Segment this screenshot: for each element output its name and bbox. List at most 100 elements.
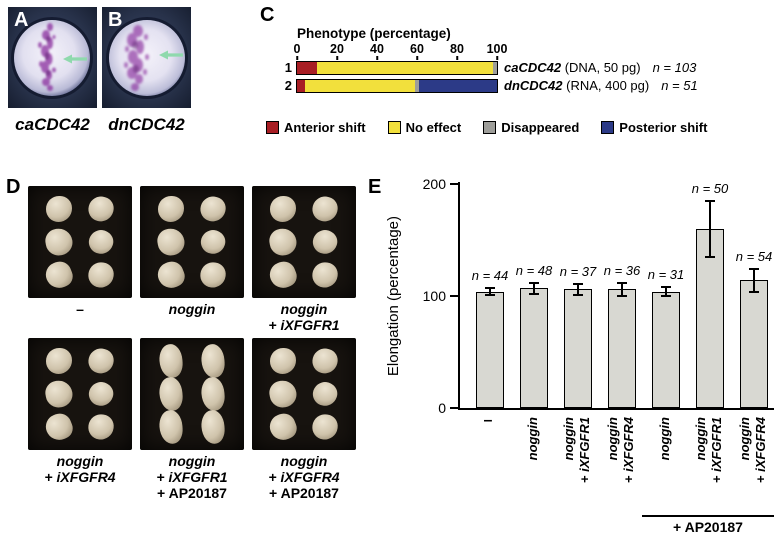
n-label: n = 51 <box>661 78 698 93</box>
explant-blob <box>46 348 72 374</box>
panel-b-letter: B <box>108 9 123 31</box>
embryo-photo-cacdc42: A <box>8 7 97 108</box>
elongation-plot: 0 100 200 n = 44 n = 48 n = 37 n = 36 n = 31 n =… <box>423 176 774 416</box>
y-tick-label: 0 <box>438 400 446 416</box>
error-bar-cap <box>705 199 715 202</box>
panel-a-caption: caCDC42 <box>15 115 90 134</box>
error-bar-cap <box>573 293 583 296</box>
error-bar <box>489 288 491 295</box>
legend-item: Posterior shift <box>601 120 707 135</box>
explant-photo <box>140 338 244 450</box>
embryo-image-cacdc42 <box>8 7 97 108</box>
explant-blob <box>308 377 342 411</box>
explant-blob <box>158 196 184 222</box>
explant-blob <box>200 375 226 413</box>
legend-item: Disappeared <box>483 120 579 135</box>
explant-photo <box>140 186 244 298</box>
group-bracket-label: + AP20187 <box>673 519 743 535</box>
phenotype-row: 1 caCDC42 (DNA, 50 pg) n = 103 <box>282 60 698 75</box>
legend-item: No effect <box>387 120 462 135</box>
bar-segment-anterior_shift <box>297 61 317 74</box>
bar <box>476 291 504 408</box>
panel-c: C Phenotype (percentage) 0 20 40 60 80 100 1 c… <box>258 4 777 144</box>
x-label: – <box>462 412 514 429</box>
error-bar-cap <box>529 292 539 295</box>
explant-blob <box>84 225 118 259</box>
bar-n-label: n = 48 <box>515 262 553 278</box>
x-tick-label: 40 <box>370 42 384 56</box>
bar-segment-disappeared <box>415 79 419 92</box>
bar-segment-no_effect <box>317 61 493 74</box>
legend-label: Disappeared <box>501 120 580 135</box>
explant-photo <box>28 338 132 450</box>
x-label-line: noggin <box>560 417 576 461</box>
error-bar-cap <box>661 286 671 289</box>
explant-caption-line: + AP20187 <box>269 485 339 501</box>
explant-caption-line: noggin <box>280 301 328 317</box>
panel-a: A caCDC42 <box>8 7 97 135</box>
dose-label: (DNA, 50 pg) <box>561 60 641 75</box>
bar-n-label: n = 37 <box>559 263 597 279</box>
embryo-image-dncdc42 <box>102 7 191 108</box>
panel-a-letter: A <box>14 9 29 31</box>
x-label-line: + iXFGFR4 <box>620 417 636 484</box>
elongation-ylabel-box: Elongation (percentage) <box>382 182 404 410</box>
x-label-line: – <box>483 412 493 429</box>
error-bar <box>577 283 579 295</box>
explant-caption-line: noggin <box>168 453 216 469</box>
bar <box>740 280 768 408</box>
row-number: 2 <box>284 78 292 93</box>
explant-caption: noggin + iXFGFR1 + AP20187 <box>140 453 244 501</box>
phenotype-rows: 1 caCDC42 (DNA, 50 pg) n = 103 2 dnCDC42 (RN… <box>282 60 698 96</box>
explant-blob <box>309 193 341 225</box>
bar-n-label: n = 44 <box>471 268 509 284</box>
explant-blob <box>158 375 184 413</box>
error-bar-cap <box>749 268 759 271</box>
explant-caption: noggin <box>140 301 244 317</box>
bar <box>696 228 724 408</box>
explant-blob <box>43 226 75 258</box>
bar-n-label: n = 36 <box>603 262 641 278</box>
legend-label: No effect <box>405 120 462 135</box>
x-tick-label: 80 <box>450 42 464 56</box>
x-label-line: noggin <box>736 417 752 461</box>
elongation-ylabel: Elongation (percentage) <box>384 215 402 377</box>
explant-blob <box>42 410 76 444</box>
error-bar <box>665 287 667 296</box>
x-tick-label: 60 <box>410 42 424 56</box>
embryo-photo-dncdc42: B <box>102 7 191 108</box>
explant-cell: noggin <box>140 186 244 338</box>
error-bar-cap <box>617 281 627 284</box>
bar <box>652 291 680 408</box>
phenotype-chart-title: Phenotype (percentage) <box>297 26 451 41</box>
phenotype-row: 2 dnCDC42 (RNA, 400 pg) n = 51 <box>282 78 698 93</box>
explant-blob <box>46 196 72 222</box>
panel-d-letter: D <box>6 176 21 198</box>
explant-blob <box>196 225 230 259</box>
explant-blob <box>266 258 300 292</box>
x-label-line: + iXFGFR1 <box>708 417 724 484</box>
x-label-line: noggin <box>656 417 672 461</box>
error-bar <box>753 269 755 292</box>
explant-cell: noggin + iXFGFR4 + AP20187 <box>252 338 356 501</box>
explant-caption: – <box>28 301 132 317</box>
error-bar-cap <box>749 290 759 293</box>
explant-blob <box>310 412 340 442</box>
condition-label: dnCDC42 (RNA, 400 pg) n = 51 <box>504 78 698 93</box>
explant-blob <box>270 348 296 374</box>
gene-name: dnCDC42 <box>504 78 563 93</box>
x-label: noggin + iXFGFR4 <box>726 417 777 483</box>
gene-name: caCDC42 <box>504 60 562 75</box>
legend-swatch <box>601 121 615 134</box>
explant-blob <box>309 345 341 377</box>
explant-caption-line: noggin <box>56 453 104 469</box>
bar <box>564 289 592 408</box>
error-bar <box>621 282 623 296</box>
bar <box>520 288 548 408</box>
explant-blob <box>155 226 187 258</box>
explant-caption-line: + iXFGFR1 <box>268 317 340 333</box>
explant-photo <box>252 338 356 450</box>
x-label-line: + iXFGFR1 <box>576 417 592 484</box>
stacked-bar <box>296 78 498 93</box>
